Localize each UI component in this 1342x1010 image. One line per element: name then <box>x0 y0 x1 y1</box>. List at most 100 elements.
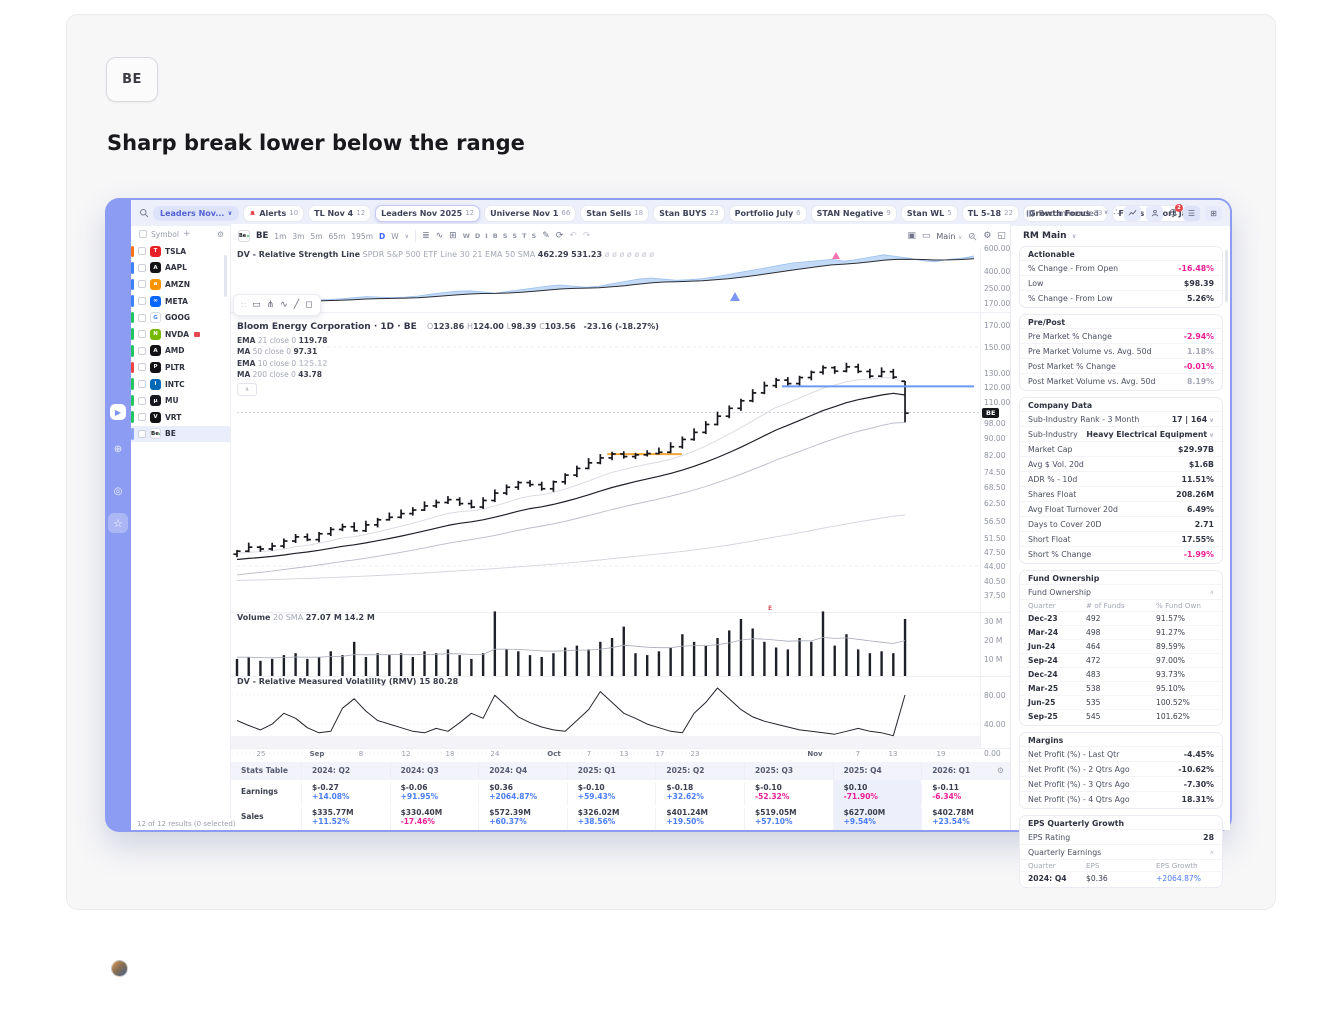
stat-row[interactable]: Sub-Industry Heavy Electrical Equipment ∨ <box>1020 426 1222 441</box>
stat-row[interactable]: % Change - From Low 5.26% <box>1020 290 1222 305</box>
watchlist-row-be[interactable]: Be BE <box>131 425 230 443</box>
topbar-tab[interactable]: Growth Focus 33 <box>1022 204 1109 222</box>
topbar-tab[interactable]: Stan WL 5 <box>900 204 958 222</box>
watchlist-gear-icon[interactable]: ⚙ <box>216 229 224 239</box>
topbar-tab[interactable]: Universe Nov 1 66 <box>484 204 577 222</box>
stat-row[interactable]: Pre Market Volume vs. Avg. 50d 1.18% <box>1020 343 1222 358</box>
stat-row[interactable]: Net Profit (%) - 3 Qtrs Ago -7.30% <box>1020 776 1222 791</box>
undo-icon[interactable]: ↶ <box>569 230 577 241</box>
rectangle-tool-icon[interactable]: ▭ <box>252 300 261 310</box>
watchlist-row-goog[interactable]: G GOOG <box>131 309 230 326</box>
watchlist-row-mu[interactable]: µ MU <box>131 392 230 409</box>
watchlist-row-aapl[interactable]: A AAPL <box>131 260 230 277</box>
timeframe-button[interactable]: 1m <box>274 231 287 241</box>
row-checkbox[interactable] <box>138 413 146 422</box>
stat-row[interactable]: Short Float 17.55% <box>1020 531 1222 546</box>
stat-row[interactable]: Net Profit (%) - Last Qtr -4.45% <box>1020 746 1222 761</box>
app-logo-icon[interactable]: ▶ <box>110 404 126 420</box>
topbar-tab[interactable]: TL Nov 4 12 <box>308 204 372 222</box>
stats-table-gear-icon[interactable]: ⚙ <box>996 766 1004 775</box>
search-icon[interactable] <box>139 208 149 218</box>
stat-row[interactable]: Low $98.39 <box>1020 275 1222 290</box>
stat-row[interactable]: Pre Market % Change -2.94% <box>1020 328 1222 343</box>
row-checkbox[interactable] <box>138 297 146 306</box>
row-checkbox[interactable] <box>138 313 146 322</box>
stat-row[interactable]: Net Profit (%) - 4 Qtrs Ago 18.31% <box>1020 791 1222 806</box>
columns-icon[interactable] <box>1026 209 1034 218</box>
profile-panel-icon[interactable] <box>1146 205 1163 221</box>
watchlist-scrollbar[interactable] <box>224 255 227 297</box>
row-checkbox[interactable] <box>138 263 146 272</box>
symbol-ticker[interactable]: BE <box>256 231 269 241</box>
universe-icon[interactable]: ⊕ <box>113 444 123 455</box>
topbar-tab[interactable]: Leaders Nov 2025 12 <box>375 204 481 222</box>
watchlist-row-amd[interactable]: A AMD <box>131 343 230 360</box>
watchlist-row-amzn[interactable]: a AMZN <box>131 276 230 293</box>
layouts-folder-icon[interactable]: ▭ <box>921 230 931 241</box>
topbar-tab[interactable]: Stan BUYS 23 <box>653 204 725 222</box>
timeframe-button[interactable]: 195m <box>351 231 374 241</box>
snapshot-camera-icon[interactable]: ▣ <box>907 230 916 241</box>
watchlist-row-nvda[interactable]: N NVDA <box>131 326 230 343</box>
row-checkbox[interactable] <box>138 330 146 339</box>
education-cap-icon[interactable] <box>105 926 131 936</box>
timeframe-button[interactable]: 65m <box>328 231 346 241</box>
watchlist-row-meta[interactable]: ∞ META <box>131 293 230 310</box>
watchlist-row-vrt[interactable]: V VRT <box>131 409 230 426</box>
line-style-icon[interactable]: ∿ <box>435 230 444 241</box>
chart-letter-button[interactable]: S <box>531 232 537 240</box>
timeframe-button[interactable]: 3m <box>292 231 305 241</box>
grid-view-toggle[interactable]: ⊞ <box>1205 205 1222 221</box>
topbar-tab[interactable]: Portfolio July 6 <box>728 204 807 222</box>
chart-view-icon[interactable] <box>1124 205 1141 221</box>
redo-icon[interactable]: ↷ <box>582 230 591 241</box>
watchlist-row-tsla[interactable]: T TSLA <box>131 243 230 260</box>
watchlist-row-intc[interactable]: i INTC <box>131 376 230 393</box>
stat-row[interactable]: ADR % - 10d 11.51% <box>1020 471 1222 486</box>
timeframe-weekly[interactable]: W <box>391 231 399 241</box>
stat-row[interactable]: Net Profit (%) - 2 Qtrs Ago -10.62% <box>1020 761 1222 776</box>
timeframe-daily[interactable]: D <box>379 231 386 241</box>
topbar-tab[interactable]: TL 5-18 22 <box>961 204 1019 222</box>
chart-letter-button[interactable]: S <box>512 232 518 240</box>
share-icon[interactable]: ∴ <box>1113 207 1119 218</box>
refresh-icon[interactable]: ⟳ <box>555 230 564 241</box>
subsection-header[interactable]: Fund Ownership ∧ <box>1020 584 1222 599</box>
user-avatar[interactable] <box>111 960 128 977</box>
comment-tool-icon[interactable]: ◻ <box>305 300 313 310</box>
chart-letter-button[interactable]: S <box>502 232 508 240</box>
layout-grid-icon[interactable]: ⊞ <box>449 230 457 241</box>
stat-row[interactable]: Post Market Volume vs. Avg. 50d 8.19% <box>1020 373 1222 388</box>
recommended-dropdown[interactable]: Recommended <box>1038 208 1099 218</box>
collapse-legend-button[interactable]: ∧ <box>237 383 257 397</box>
select-all-checkbox[interactable] <box>139 230 147 238</box>
topbar-tab[interactable]: Stan Sells 18 <box>580 204 650 222</box>
chevron-down-icon[interactable]: ∨ <box>1103 209 1109 216</box>
layout-dropdown[interactable]: Main ∨ <box>936 231 963 241</box>
chart-letter-button[interactable]: D <box>474 232 481 240</box>
list-view-toggle[interactable]: ☰ <box>1183 205 1200 221</box>
drag-handle-icon[interactable]: ∷ <box>241 300 247 310</box>
chart-canvas[interactable]: E <box>231 248 1010 760</box>
row-checkbox[interactable] <box>138 247 146 256</box>
watchlist-dropdown[interactable]: Leaders Nov... ∨ <box>153 205 240 221</box>
stat-row[interactable]: Days to Cover 20D 2.71 <box>1020 516 1222 531</box>
stat-row[interactable]: % Change - From Open -16.48% <box>1020 260 1222 275</box>
chevron-down-icon[interactable]: ∨ <box>404 232 410 240</box>
brush-tool-icon[interactable]: ∿ <box>280 300 288 310</box>
stat-row[interactable]: Avg $ Vol. 20d $1.6B <box>1020 456 1222 471</box>
chart-letter-button[interactable]: I <box>485 232 488 240</box>
zoom-search-icon[interactable] <box>968 232 977 241</box>
chart-settings-gear-icon[interactable]: ⚙ <box>983 230 992 241</box>
indicator-settings-icon[interactable]: ≣ <box>422 230 430 241</box>
stat-row[interactable]: Sub-Industry Rank - 3 Month 17 | 164 ∨ <box>1020 411 1222 426</box>
right-panel-scrollbar[interactable] <box>1225 250 1228 302</box>
topbar-tab[interactable]: Alerts 10 <box>243 204 305 222</box>
pitchfork-tool-icon[interactable]: ⋔ <box>266 300 275 310</box>
row-checkbox[interactable] <box>138 380 146 389</box>
draw-icon[interactable]: ✎ <box>542 230 550 241</box>
chart-letter-button[interactable]: W <box>462 232 470 240</box>
row-checkbox[interactable] <box>138 280 146 289</box>
stat-row[interactable]: Post Market % Change -0.01% <box>1020 358 1222 373</box>
chart-letter-button[interactable]: T <box>522 232 527 240</box>
